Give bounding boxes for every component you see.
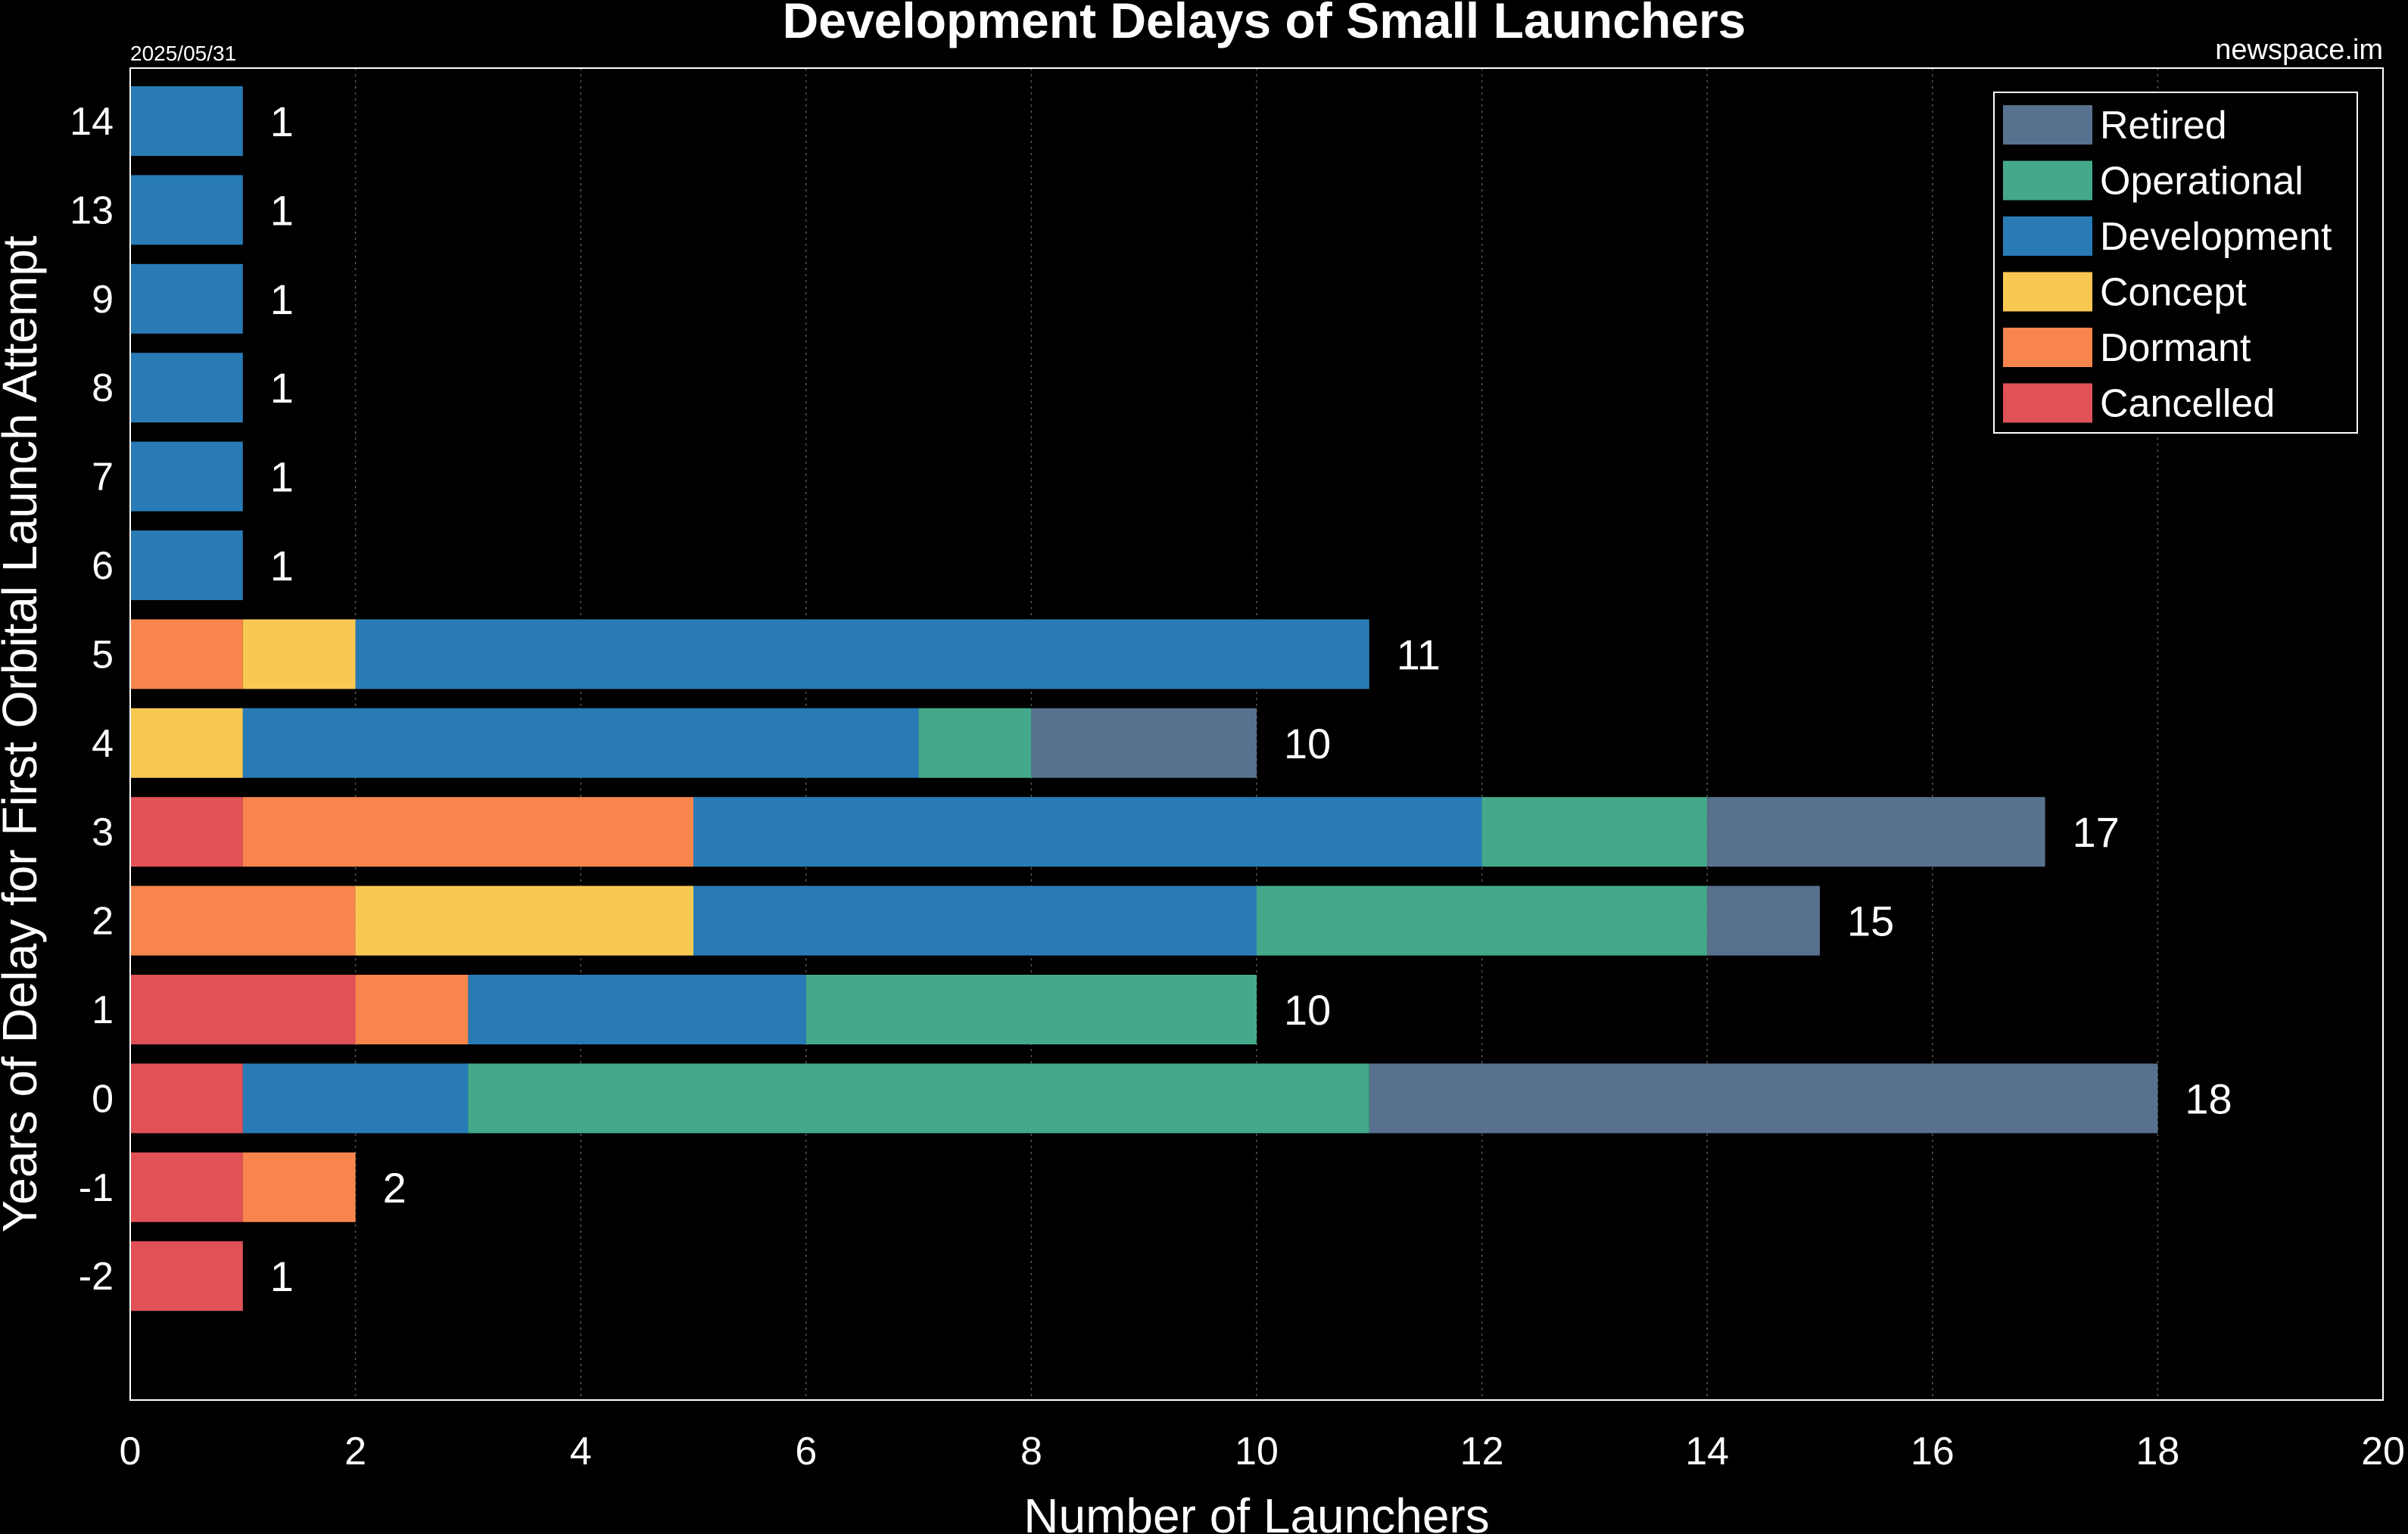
bar-segment-concept xyxy=(242,619,356,689)
y-tick-label: 1 xyxy=(92,988,114,1032)
bar-segment-retired xyxy=(1369,1063,2158,1134)
legend-swatch-cancelled xyxy=(2003,383,2092,423)
x-tick-label: 2 xyxy=(344,1430,366,1473)
bar-segment-development xyxy=(130,531,243,600)
bar-segment-development xyxy=(242,1063,469,1134)
bar-segment-cancelled xyxy=(130,1063,243,1134)
date-label: 2025/05/31 xyxy=(130,42,236,65)
bar-segment-dormant xyxy=(130,885,356,956)
legend-label-operational: Operational xyxy=(2100,160,2304,204)
legend-swatch-development xyxy=(2003,216,2092,256)
y-tick-label: 4 xyxy=(92,722,114,766)
y-tick-label: 6 xyxy=(92,544,114,588)
bar-segment-development xyxy=(355,619,1369,689)
x-tick-label: 16 xyxy=(1911,1430,1955,1473)
bar-segment-dormant xyxy=(242,797,693,867)
y-tick-label: 5 xyxy=(92,633,114,677)
y-tick-label: 2 xyxy=(92,900,114,944)
bar-total-label: 1 xyxy=(270,275,294,323)
legend-label-concept: Concept xyxy=(2100,271,2247,315)
legend-label-development: Development xyxy=(2100,215,2332,259)
bar-total-label: 11 xyxy=(1397,630,1441,678)
bar-segment-retired xyxy=(1707,885,1820,956)
bar-segment-development xyxy=(130,175,243,245)
bar-segment-operational xyxy=(468,1063,1369,1134)
bar-segment-development xyxy=(468,975,806,1044)
bar-total-label: 1 xyxy=(270,98,294,145)
y-tick-label: 13 xyxy=(70,188,114,232)
x-axis-label: Number of Launchers xyxy=(1023,1489,1489,1534)
bar-segment-development xyxy=(693,885,1257,956)
legend: Retired Operational Development Concept Dorm… xyxy=(1993,92,2358,434)
x-tick-label: 18 xyxy=(2135,1430,2179,1473)
bar-total-label: 1 xyxy=(270,186,294,234)
x-tick-label: 12 xyxy=(1460,1430,1504,1473)
bar-segment-cancelled xyxy=(130,975,356,1044)
y-tick-label: 0 xyxy=(92,1077,114,1121)
legend-swatch-dormant xyxy=(2003,328,2092,367)
bar-group xyxy=(130,86,2158,1312)
x-tick-label: 0 xyxy=(120,1430,142,1473)
chart-title: Development Delays of Small Launchers xyxy=(783,0,1746,48)
bar-total-label: 1 xyxy=(270,1252,294,1300)
bar-segment-concept xyxy=(355,885,693,956)
legend-label-cancelled: Cancelled xyxy=(2100,382,2275,426)
bar-total-label: 1 xyxy=(270,364,294,412)
x-tick-label: 8 xyxy=(1020,1430,1042,1473)
bar-segment-development xyxy=(130,441,243,512)
bar-segment-dormant xyxy=(130,619,243,689)
y-tick-label: -1 xyxy=(79,1166,114,1210)
bar-segment-operational xyxy=(805,975,1257,1044)
bar-segment-operational xyxy=(918,708,1032,778)
y-tick-label: 9 xyxy=(92,278,114,322)
bar-segment-cancelled xyxy=(130,1241,243,1312)
bar-segment-retired xyxy=(1031,708,1257,778)
bar-segment-development xyxy=(130,86,243,156)
bar-segment-development xyxy=(693,797,1482,867)
y-tick-label: 8 xyxy=(92,366,114,410)
bar-total-label: 1 xyxy=(270,542,294,590)
plot-frame xyxy=(129,67,2384,1401)
y-axis-ticks: -2 -1 0 1 2 3 4 5 6 7 8 9 13 14 xyxy=(70,100,114,1299)
bar-total-label: 10 xyxy=(1284,720,1331,767)
bar-segment-development xyxy=(130,353,243,423)
x-tick-label: 20 xyxy=(2361,1430,2405,1473)
bar-segment-retired xyxy=(1707,797,2045,867)
y-tick-label: 14 xyxy=(70,100,114,144)
bar-segment-concept xyxy=(130,708,243,778)
legend-swatch-retired xyxy=(2003,105,2092,145)
y-tick-label: 7 xyxy=(92,456,114,499)
bar-total-label: 15 xyxy=(1847,898,1894,945)
bar-total-label: 18 xyxy=(2185,1075,2232,1122)
x-tick-label: 6 xyxy=(795,1430,817,1473)
bar-total-label: 1 xyxy=(270,453,294,501)
bar-segment-development xyxy=(242,708,919,778)
y-axis-label: Years of Delay for First Orbital Launch … xyxy=(0,235,47,1233)
legend-box xyxy=(1993,92,2358,434)
x-tick-label: 4 xyxy=(570,1430,592,1473)
bar-segment-cancelled xyxy=(130,797,243,867)
bar-segment-operational xyxy=(1481,797,1708,867)
x-tick-label: 10 xyxy=(1235,1430,1279,1473)
source-label: newspace.im xyxy=(2215,34,2383,66)
legend-label-dormant: Dormant xyxy=(2100,326,2251,370)
y-tick-label: 3 xyxy=(92,811,114,854)
bar-segment-dormant xyxy=(242,1152,356,1222)
legend-swatch-operational xyxy=(2003,160,2092,201)
bar-segment-dormant xyxy=(355,975,469,1044)
bar-total-label: 2 xyxy=(383,1164,407,1212)
legend-label-retired: Retired xyxy=(2100,104,2227,148)
x-axis-ticks: 0 2 4 6 8 10 12 14 16 18 20 xyxy=(120,1430,2405,1473)
bar-total-label: 10 xyxy=(1284,986,1331,1034)
bar-segment-development xyxy=(130,263,243,334)
x-tick-label: 14 xyxy=(1685,1430,1729,1473)
bar-segment-cancelled xyxy=(130,1152,243,1222)
bar-total-label: 17 xyxy=(2073,808,2120,856)
y-tick-label: -2 xyxy=(79,1255,114,1299)
bar-segment-operational xyxy=(1257,885,1708,956)
legend-swatch-concept xyxy=(2003,272,2092,312)
